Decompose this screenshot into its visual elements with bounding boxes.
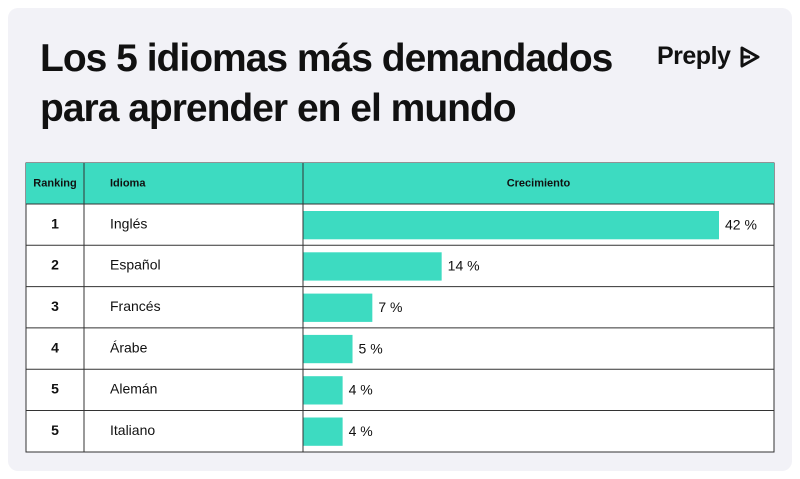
column-header: Ranking [33, 177, 76, 189]
language: Inglés [110, 215, 147, 231]
language: Alemán [110, 381, 157, 397]
bar [303, 417, 343, 446]
value-label: 7 % [378, 299, 402, 315]
value-label: 14 % [448, 258, 480, 274]
language: Español [110, 257, 161, 273]
language: Árabe [110, 339, 148, 355]
rank: 1 [51, 215, 59, 231]
brand-icon [740, 46, 760, 68]
table-header [26, 163, 774, 204]
value-label: 42 % [725, 216, 757, 232]
brand-logo: Preply [657, 42, 731, 70]
language: Francés [110, 298, 161, 314]
column-header: Crecimiento [507, 177, 571, 189]
value-label: 4 % [349, 382, 373, 398]
bar [303, 376, 343, 405]
rank: 3 [51, 298, 59, 314]
bar [303, 293, 373, 322]
language: Italiano [110, 422, 155, 438]
rank: 4 [51, 339, 59, 355]
column-header: Idioma [110, 177, 146, 189]
bar [303, 334, 353, 364]
bar [303, 252, 442, 281]
bar [303, 211, 719, 240]
value-label: 4 % [349, 423, 373, 439]
value-label: 5 % [359, 340, 383, 356]
rank: 2 [51, 257, 59, 273]
rank: 5 [51, 422, 59, 438]
title: Los 5 idiomas más demandados para aprend… [40, 37, 613, 130]
rank: 5 [51, 381, 59, 397]
